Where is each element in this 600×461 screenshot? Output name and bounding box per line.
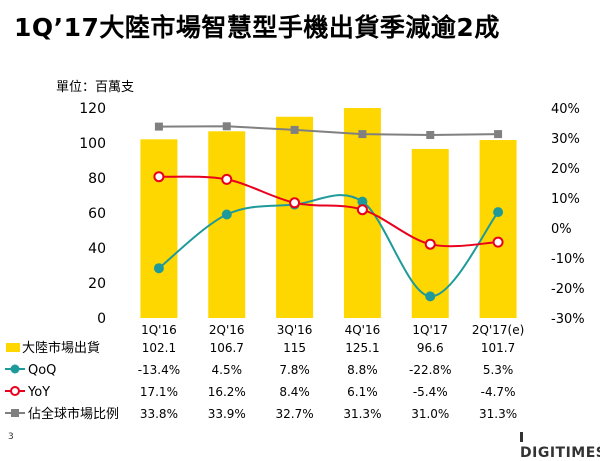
page-title: 1Q’17大陸市場智慧型手機出貨季減逾2成 bbox=[14, 13, 500, 42]
share-point-0 bbox=[154, 122, 163, 131]
share-point-3 bbox=[358, 130, 367, 139]
table-cell: 96.6 bbox=[417, 341, 444, 355]
share-point-4 bbox=[426, 131, 435, 139]
y-right-tick: 30% bbox=[551, 132, 580, 147]
legend-label: QoQ bbox=[28, 363, 56, 378]
table-cell: 101.7 bbox=[481, 341, 515, 355]
share-point-5 bbox=[494, 130, 503, 139]
x-tick-label: 1Q'16 bbox=[141, 323, 177, 337]
table-cell: 102.1 bbox=[142, 341, 176, 355]
table-cell: 7.8% bbox=[279, 363, 310, 377]
y-right-tick: -10% bbox=[551, 252, 585, 267]
table-cell: 4.5% bbox=[212, 363, 243, 377]
x-tick-label: 2Q'17(e) bbox=[472, 323, 524, 337]
table-cell: 8.8% bbox=[347, 363, 378, 377]
share-point-2 bbox=[290, 125, 299, 134]
yoy-point-2 bbox=[289, 197, 301, 209]
table-cell: 115 bbox=[283, 341, 306, 355]
table-cell: 106.7 bbox=[210, 341, 244, 355]
page-number: 3 bbox=[8, 432, 14, 442]
bar-2 bbox=[276, 116, 314, 318]
line-qoq bbox=[158, 194, 499, 298]
y-left-tick: 100 bbox=[79, 136, 106, 152]
table-cell: 6.1% bbox=[347, 385, 378, 399]
qoq-point-5 bbox=[493, 207, 504, 218]
y-right-tick: 0% bbox=[551, 222, 572, 237]
y-right-tick: -30% bbox=[551, 312, 585, 327]
table-cell: 8.4% bbox=[279, 385, 310, 399]
table-cell: 32.7% bbox=[276, 407, 314, 421]
yoy-point-5 bbox=[492, 236, 504, 248]
y-right-tick: -20% bbox=[551, 282, 585, 297]
y-left-tick: 60 bbox=[88, 206, 106, 222]
y-left-tick: 20 bbox=[88, 276, 106, 292]
x-tick-label: 2Q'16 bbox=[209, 323, 245, 337]
y-left-tick: 80 bbox=[88, 171, 106, 187]
table-cell: -13.4% bbox=[138, 363, 180, 377]
table-cell: -22.8% bbox=[409, 363, 451, 377]
table-cell: 17.1% bbox=[140, 385, 178, 399]
x-tick-label: 3Q'16 bbox=[277, 323, 313, 337]
y-left-tick: 120 bbox=[79, 101, 106, 117]
yoy-point-3 bbox=[356, 204, 368, 216]
table-cell: 125.1 bbox=[345, 341, 379, 355]
table-cell: 31.3% bbox=[343, 407, 381, 421]
y-right-tick: 10% bbox=[551, 192, 580, 207]
legend-label: 佔全球市場比例 bbox=[28, 406, 119, 422]
y-left-tick: 40 bbox=[88, 241, 106, 257]
unit-label: 單位：百萬支 bbox=[56, 80, 135, 95]
y-right-tick: 20% bbox=[551, 162, 580, 177]
x-tick-label: 1Q'17 bbox=[412, 323, 448, 337]
legend-label: 大陸市場出貨 bbox=[22, 340, 100, 356]
legend-marker bbox=[10, 386, 20, 396]
qoq-point-1 bbox=[221, 209, 232, 220]
chart: 0 20 40 60 80 100 120 40% 30% 20% 10% 0% -10% -20% -30… bbox=[5, 101, 585, 422]
y-left-tick: 0 bbox=[97, 311, 106, 327]
bar-0 bbox=[140, 139, 178, 318]
table-cell: -4.7% bbox=[481, 385, 516, 399]
table-cell: 16.2% bbox=[208, 385, 246, 399]
yoy-point-1 bbox=[221, 173, 233, 185]
brand-logo: DIGITIMES bbox=[520, 429, 600, 461]
line-yoy bbox=[158, 175, 499, 248]
table-cell: 5.3% bbox=[483, 363, 514, 377]
qoq-point-4 bbox=[425, 291, 436, 302]
yoy-point-4 bbox=[424, 238, 436, 250]
qoq-point-3 bbox=[357, 196, 368, 207]
x-tick-label: 4Q'16 bbox=[345, 323, 381, 337]
yoy-point-0 bbox=[153, 171, 165, 183]
qoq-point-0 bbox=[153, 263, 164, 274]
legend-marker bbox=[10, 364, 20, 374]
bar-5 bbox=[479, 140, 517, 318]
legend-label: YoY bbox=[27, 385, 50, 400]
line-share bbox=[158, 125, 499, 137]
table-cell: 33.8% bbox=[140, 407, 178, 421]
share-point-1 bbox=[222, 122, 231, 131]
legend-bar-symbol bbox=[6, 343, 20, 352]
table-cell: 33.9% bbox=[208, 407, 246, 421]
table-cell: 31.3% bbox=[479, 407, 517, 421]
legend-marker bbox=[11, 409, 19, 417]
y-right-tick: 40% bbox=[551, 102, 580, 117]
table-cell: -5.4% bbox=[413, 385, 448, 399]
table-cell: 31.0% bbox=[411, 407, 449, 421]
bar-1 bbox=[208, 131, 246, 318]
